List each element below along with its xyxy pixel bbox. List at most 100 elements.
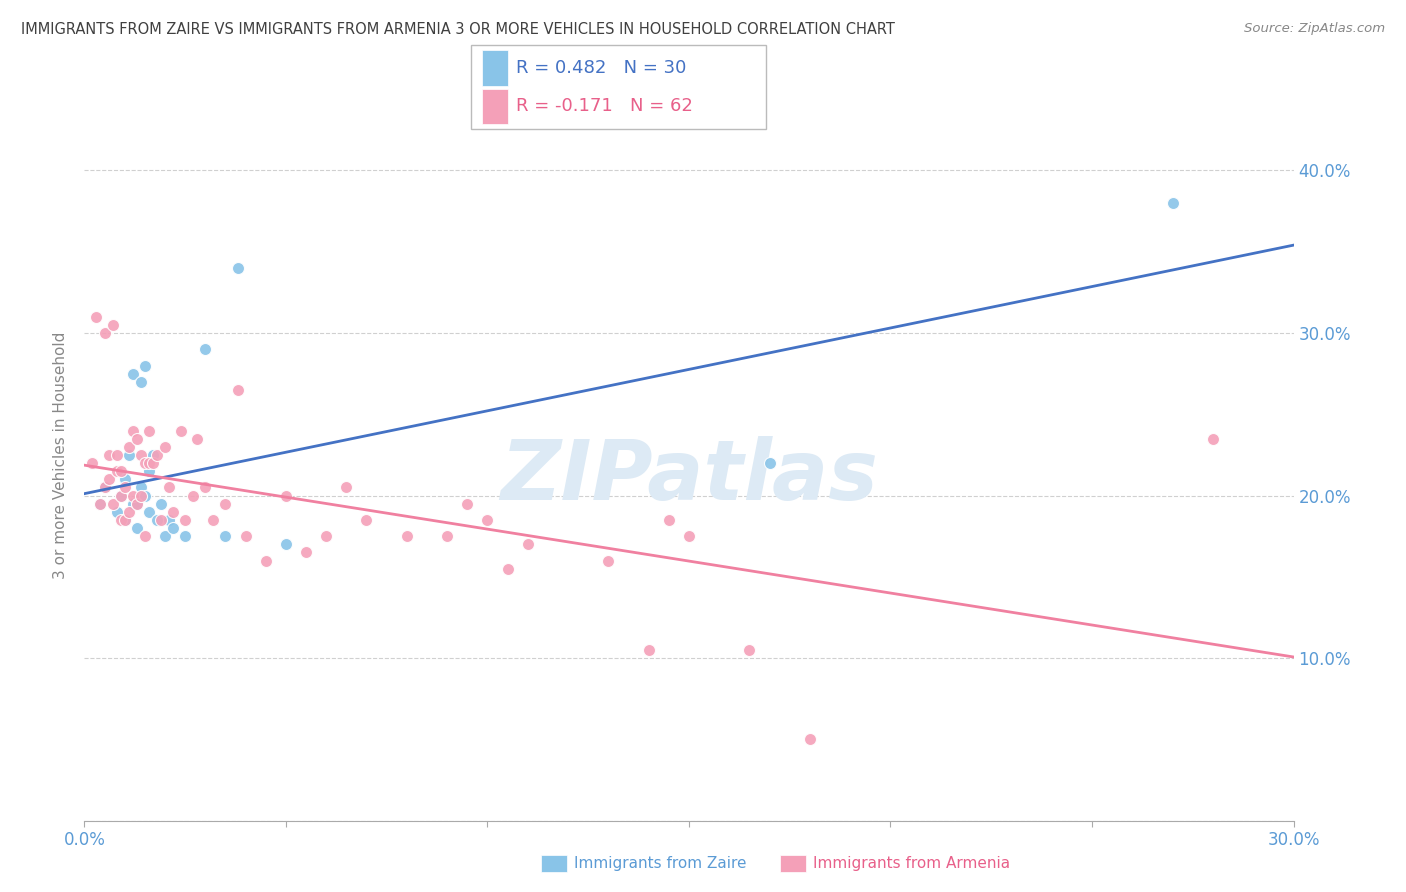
Point	[254, 553, 277, 567]
Point	[295, 545, 318, 559]
Point	[516, 537, 538, 551]
Point	[335, 480, 357, 494]
Point	[129, 489, 152, 503]
Point	[142, 456, 165, 470]
Point	[799, 732, 821, 747]
Point	[456, 497, 478, 511]
Point	[134, 529, 156, 543]
Point	[93, 480, 115, 494]
Point	[315, 529, 337, 543]
Point	[125, 521, 148, 535]
Point	[174, 529, 197, 543]
Point	[235, 529, 257, 543]
Point	[146, 513, 169, 527]
Point	[86, 310, 108, 324]
Point	[129, 480, 152, 494]
Point	[129, 375, 152, 389]
Point	[101, 318, 124, 332]
Point	[146, 448, 169, 462]
Point	[121, 367, 143, 381]
Point	[153, 440, 176, 454]
Y-axis label: 3 or more Vehicles in Household: 3 or more Vehicles in Household	[53, 331, 69, 579]
Point	[194, 343, 217, 357]
Point	[134, 456, 156, 470]
Point	[138, 424, 160, 438]
Point	[110, 464, 132, 478]
Point	[658, 513, 681, 527]
Point	[93, 326, 115, 340]
Point	[134, 359, 156, 373]
Point	[274, 489, 297, 503]
Point	[138, 464, 160, 478]
Point	[157, 513, 180, 527]
Point	[118, 440, 141, 454]
Point	[214, 497, 236, 511]
Point	[678, 529, 700, 543]
Point	[226, 260, 249, 275]
Point	[356, 513, 378, 527]
Point	[214, 529, 236, 543]
Point	[105, 505, 128, 519]
Text: Source: ZipAtlas.com: Source: ZipAtlas.com	[1244, 22, 1385, 36]
Point	[202, 513, 225, 527]
Point	[598, 553, 620, 567]
Point	[114, 472, 136, 486]
Point	[226, 383, 249, 397]
Point	[110, 489, 132, 503]
Point	[110, 513, 132, 527]
Point	[118, 448, 141, 462]
Point	[110, 489, 132, 503]
Point	[149, 497, 172, 511]
Point	[129, 448, 152, 462]
Point	[121, 497, 143, 511]
Point	[174, 513, 197, 527]
Point	[395, 529, 418, 543]
Point	[142, 448, 165, 462]
Point	[125, 497, 148, 511]
Point	[125, 497, 148, 511]
Text: Immigrants from Armenia: Immigrants from Armenia	[813, 856, 1010, 871]
Point	[738, 643, 761, 657]
Point	[157, 480, 180, 494]
Point	[121, 489, 143, 503]
Point	[125, 432, 148, 446]
Point	[186, 432, 208, 446]
Point	[1202, 432, 1225, 446]
Point	[170, 424, 193, 438]
Point	[162, 505, 184, 519]
Text: R = -0.171   N = 62: R = -0.171 N = 62	[516, 97, 693, 115]
Point	[89, 497, 111, 511]
Point	[93, 480, 115, 494]
Point	[105, 448, 128, 462]
Point	[162, 521, 184, 535]
Point	[138, 456, 160, 470]
Point	[134, 489, 156, 503]
Point	[194, 480, 217, 494]
Text: IMMIGRANTS FROM ZAIRE VS IMMIGRANTS FROM ARMENIA 3 OR MORE VEHICLES IN HOUSEHOLD: IMMIGRANTS FROM ZAIRE VS IMMIGRANTS FROM…	[21, 22, 896, 37]
Point	[97, 448, 120, 462]
Point	[181, 489, 204, 503]
Point	[101, 497, 124, 511]
Point	[97, 472, 120, 486]
Point	[82, 456, 104, 470]
Point	[637, 643, 659, 657]
Point	[1161, 196, 1184, 211]
Point	[114, 513, 136, 527]
Point	[758, 456, 780, 470]
Point	[274, 537, 297, 551]
Point	[114, 513, 136, 527]
Point	[114, 480, 136, 494]
Point	[89, 497, 111, 511]
Point	[477, 513, 499, 527]
Point	[105, 464, 128, 478]
Point	[436, 529, 458, 543]
Text: Immigrants from Zaire: Immigrants from Zaire	[574, 856, 747, 871]
Point	[118, 505, 141, 519]
Text: ZIPatlas: ZIPatlas	[501, 436, 877, 517]
Point	[153, 529, 176, 543]
Point	[149, 513, 172, 527]
Point	[138, 505, 160, 519]
Text: R = 0.482   N = 30: R = 0.482 N = 30	[516, 59, 686, 78]
Point	[496, 562, 519, 576]
Point	[121, 424, 143, 438]
